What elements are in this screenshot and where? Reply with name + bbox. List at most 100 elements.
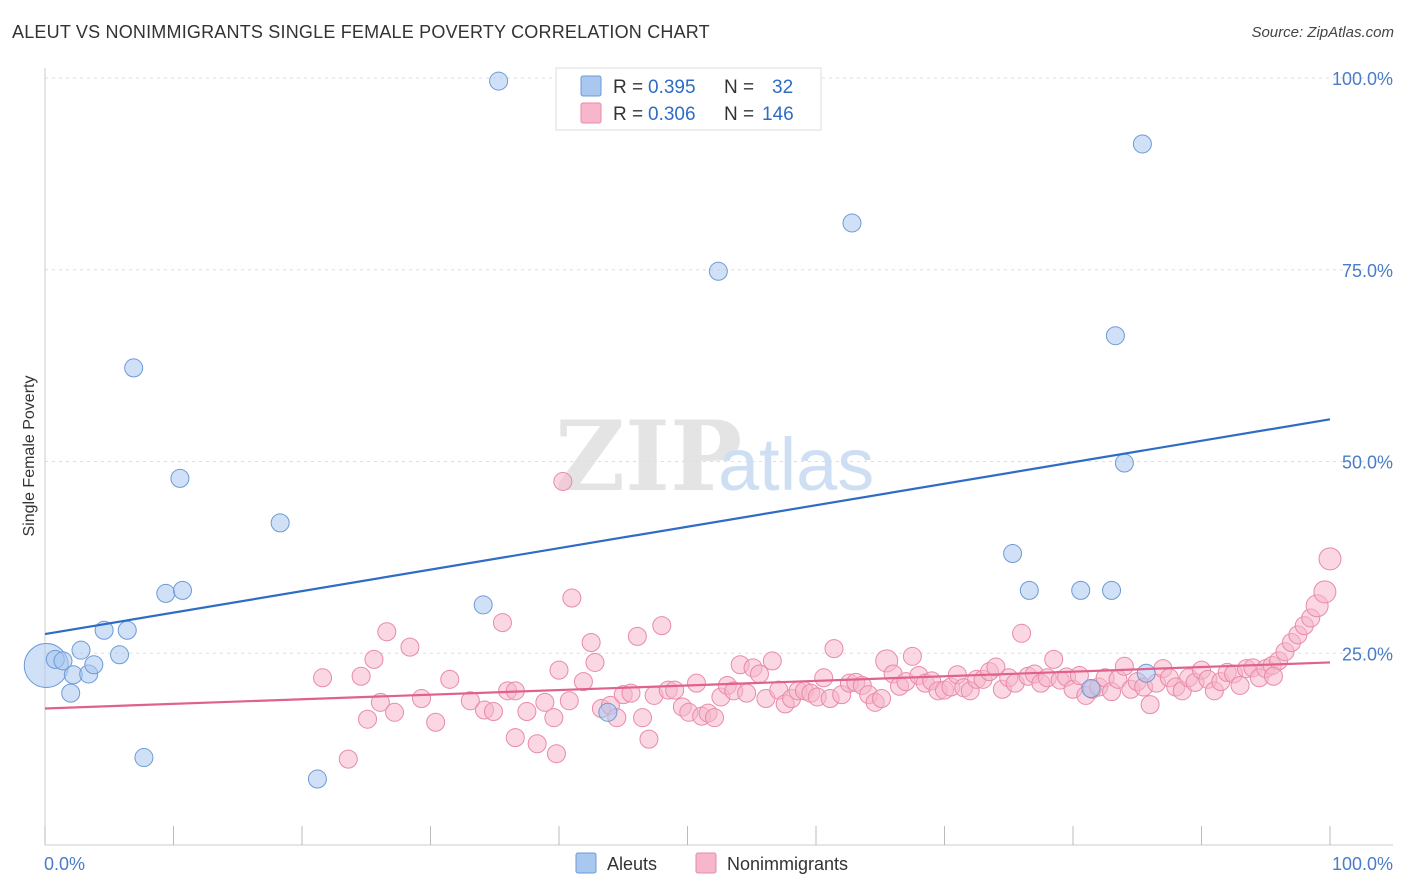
aleut-point-18 [473,595,493,615]
aleut-point-17 [307,769,327,789]
nonimmigrant-point-26 [562,588,582,608]
nonimmigrant-point-12 [460,691,480,711]
nonimmigrant-point-66 [824,639,844,659]
aleut-point-5 [71,640,91,660]
y-tick-label-1: 50.0% [1342,453,1393,473]
legend-box: R = 0.395 N = 32 R = 0.306 N = 146 [555,67,822,131]
nonimmigrant-point-10 [426,712,446,732]
nonimmigrant-point-24 [553,471,573,491]
nonimmigrant-point-2 [351,666,371,686]
nonimmigrant-point-5 [370,692,390,712]
nonimmigrant-point-95 [1012,623,1032,643]
gridlines [45,77,1393,654]
aleut-point-25 [1071,580,1091,600]
nonimmigrant-point-100 [1044,649,1064,669]
nonimmigrant-point-22 [546,744,566,764]
aleut-point-20 [598,702,618,722]
nonimmigrant-point-19 [527,734,547,754]
nonimmigrant-point-28 [581,633,601,653]
watermark-zip: ZIP [555,400,742,513]
aleut-point-24 [1019,580,1039,600]
nonimmigrant-point-41 [665,680,685,700]
y-tick-label-2: 75.0% [1342,261,1393,281]
nonimmigrant-point-25 [559,691,579,711]
nonimmigrant-point-4 [364,649,384,669]
aleut-point-14 [170,468,190,488]
y-tick-label-0: 25.0% [1342,644,1393,664]
nonimmigrant-point-36 [633,708,653,728]
aleut-point-29 [1114,453,1134,473]
legend-r-value-nonimmigrants: 0.306 [648,104,696,125]
nonimmigrant-point-1 [338,749,358,769]
legend-n-value-nonimmigrants: 146 [762,104,794,125]
tick-labels: 25.0% 50.0% 75.0% 100.0% 0.0% 100.0% [44,69,1393,874]
chart-title: ALEUT VS NONIMMIGRANTS SINGLE FEMALE POV… [12,22,710,42]
nonimmigrant-point-3 [358,709,378,729]
nonimmigrant-point-11 [440,669,460,689]
bottom-legend-swatch-nonimmigrants [695,852,717,874]
aleut-point-26 [1081,679,1101,699]
aleut-point-30 [1132,134,1152,154]
axes [44,68,1393,846]
legend-r-value-aleuts: 0.395 [648,77,696,98]
bottom-legend: Aleuts Nonimmigrants [575,852,848,874]
aleut-point-2 [53,651,73,671]
nonimmigrant-point-37 [639,729,659,749]
aleut-point-11 [124,358,144,378]
nonimmigrant-point-20 [535,692,555,712]
nonimmigrant-trend-line [44,661,1331,710]
nonimmigrant-point-73 [872,689,892,709]
aleut-point-3 [61,683,81,703]
bottom-legend-label-aleuts: Aleuts [607,854,657,874]
aleut-point-7 [84,655,104,675]
trend-lines [44,418,1331,710]
nonimmigrant-point-14 [483,702,503,722]
y-axis-label: Single Female Poverty [21,376,38,537]
legend-r-label-nonimmigrants: R = [613,104,643,125]
nonimmigrant-point-18 [517,702,537,722]
series-aleuts [23,71,1156,789]
source-label: Source: ZipAtlas.com [1251,24,1394,41]
aleut-point-16 [270,513,290,533]
nonimmigrant-point-115 [1140,695,1160,715]
aleut-point-12 [134,748,154,768]
nonimmigrant-point-17 [505,728,525,748]
legend-n-label-nonimmigrants: N = [724,104,754,125]
nonimmigrant-point-64 [814,668,834,688]
nonimmigrant-point-9 [412,689,432,709]
nonimmigrant-point-47 [704,708,724,728]
aleut-point-9 [110,645,130,665]
nonimmigrant-point-142 [1313,580,1337,604]
aleut-point-10 [117,620,137,640]
aleut-point-15 [172,580,192,600]
aleut-point-27 [1102,580,1122,600]
nonimmigrant-point-35 [627,626,647,646]
nonimmigrant-point-21 [544,708,564,728]
watermark-atlas: atlas [718,423,874,506]
nonimmigrant-point-44 [686,673,706,693]
nonimmigrant-point-56 [762,651,782,671]
aleut-point-28 [1105,326,1125,346]
legend-n-value-aleuts: 32 [772,77,793,98]
x-tick-label-0: 0.0% [44,854,85,874]
nonimmigrant-point-6 [377,622,397,642]
nonimmigrant-point-111 [1114,656,1134,676]
nonimmigrant-point-78 [902,646,922,666]
aleut-point-13 [156,583,176,603]
nonimmigrant-point-129 [1230,675,1250,695]
series-nonimmigrants [313,471,1342,769]
nonimmigrant-point-52 [737,683,757,703]
legend-swatch-aleuts [580,75,602,97]
nonimmigrant-point-29 [585,652,605,672]
aleut-point-23 [1003,544,1023,564]
bottom-legend-swatch-aleuts [575,852,597,874]
legend-r-label-aleuts: R = [613,77,643,98]
nonimmigrant-point-39 [652,616,672,636]
nonimmigrant-point-144 [1263,666,1283,686]
nonimmigrant-point-8 [400,637,420,657]
aleut-point-21 [708,261,728,281]
legend-swatch-nonimmigrants [580,102,602,124]
nonimmigrant-point-0 [313,668,333,688]
bottom-legend-label-nonimmigrants: Nonimmigrants [727,854,848,874]
